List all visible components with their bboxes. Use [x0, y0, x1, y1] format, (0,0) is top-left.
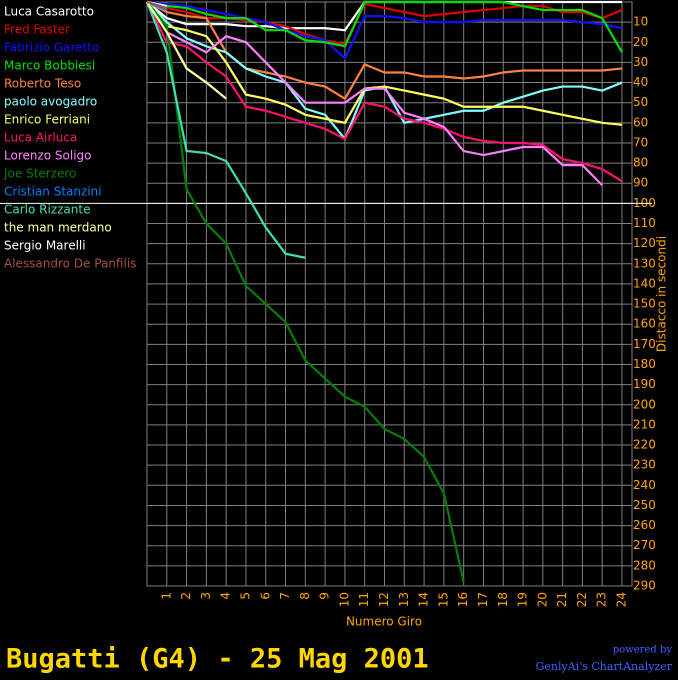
x-tick-label: 22	[575, 592, 589, 607]
x-tick-label: 24	[615, 592, 629, 607]
legend-entry: Luca Casarotto	[4, 5, 94, 19]
legend-entry: Sergio Marelli	[4, 239, 86, 253]
legend-entry: Enrico Ferriani	[4, 113, 90, 127]
chart-title: Bugatti (G4) - 25 Mag 2001	[6, 644, 429, 675]
x-tick-label: 8	[298, 592, 312, 600]
y-tick-label: 30	[633, 55, 648, 69]
y-tick-label: 190	[633, 377, 656, 391]
y-tick-label: 80	[633, 156, 648, 170]
y-tick-label: 130	[633, 256, 656, 270]
y-axis-title: Distacco in secondi	[655, 236, 669, 352]
y-tick-label: 140	[633, 276, 656, 290]
x-tick-label: 5	[238, 592, 252, 600]
series-line	[146, 1, 465, 583]
series-line	[146, 0, 623, 61]
x-axis-title: Numero Giro	[346, 615, 422, 629]
y-tick-label: 70	[633, 135, 648, 149]
x-tick-label: 3	[199, 592, 213, 600]
credit: powered by	[613, 645, 673, 656]
y-tick-label: 150	[633, 297, 656, 311]
legend-entry: Joe Sterzero	[3, 167, 76, 181]
y-tick-label: 260	[633, 518, 656, 532]
x-tick-label: 11	[357, 592, 371, 607]
y-tick-label: 110	[633, 216, 656, 230]
legend-entry: Alessandro De Panfilis	[4, 257, 136, 271]
x-tick-label: 10	[337, 592, 351, 607]
legend-entry: Lorenzo Soligo	[4, 149, 92, 163]
x-tick-label: 12	[377, 592, 391, 607]
y-tick-label: 240	[633, 478, 656, 492]
x-tick-label: 21	[555, 592, 569, 607]
y-tick-label: 230	[633, 458, 656, 472]
y-tick-label: 170	[633, 337, 656, 351]
x-tick-label: 19	[516, 592, 530, 607]
series-line	[146, 0, 623, 53]
legend-entry: Fred Faster	[4, 23, 70, 37]
y-tick-label: 250	[633, 498, 656, 512]
series-line	[146, 1, 227, 100]
y-tick-label: 270	[633, 538, 656, 552]
x-tick-label: 1	[159, 592, 173, 600]
credit: GenlyAi's ChartAnalyzer	[536, 660, 673, 673]
y-tick-label: 50	[633, 95, 648, 109]
legend-entry: Luca Airluca	[4, 131, 77, 145]
y-tick-label: 220	[633, 438, 656, 452]
legend-entry: Cristian Stanzini	[4, 185, 102, 199]
legend-entry: Fabrizio Garetto	[4, 41, 99, 55]
legend-entry: the man merdano	[4, 221, 112, 235]
x-tick-label: 18	[496, 592, 510, 607]
legend-entry: Carlo Rizzante	[4, 203, 90, 217]
plot-frame	[146, 1, 633, 587]
legend-entry: paolo avogadro	[4, 95, 97, 109]
x-tick-label: 15	[436, 592, 450, 607]
legend-entry: Roberto Teso	[4, 77, 81, 91]
y-tick-label: 10	[633, 15, 648, 29]
x-tick-label: 13	[397, 592, 411, 607]
y-tick-label: 280	[633, 558, 656, 572]
series-line	[146, 1, 623, 126]
y-tick-label: 60	[633, 115, 648, 129]
y-tick-label: 20	[633, 35, 648, 49]
x-tick-label: 23	[595, 592, 609, 607]
y-tick-label: 90	[633, 176, 648, 190]
x-tick-label: 7	[278, 592, 292, 600]
y-tick-label: 210	[633, 417, 656, 431]
series-line	[146, 0, 168, 10]
y-tick-label: 160	[633, 317, 656, 331]
x-tick-label: 16	[456, 592, 470, 607]
x-tick-label: 6	[258, 592, 272, 600]
x-tick-label: 17	[476, 592, 490, 607]
x-tick-label: 9	[318, 592, 332, 600]
x-tick-label: 14	[417, 592, 431, 607]
x-tick-label: 20	[535, 592, 549, 607]
y-tick-label: 120	[633, 236, 656, 250]
y-tick-label: 180	[633, 357, 656, 371]
legend-entry: Marco Bobbiesi	[4, 59, 95, 73]
x-tick-label: 4	[219, 592, 233, 600]
series-line	[145, 1, 306, 259]
x-tick-label: 2	[179, 592, 193, 600]
y-tick-label: 40	[633, 75, 648, 89]
series-line	[146, 1, 603, 187]
y-tick-label: 200	[633, 397, 656, 411]
y-tick-label: 290	[633, 579, 656, 593]
series-line	[146, 1, 623, 183]
